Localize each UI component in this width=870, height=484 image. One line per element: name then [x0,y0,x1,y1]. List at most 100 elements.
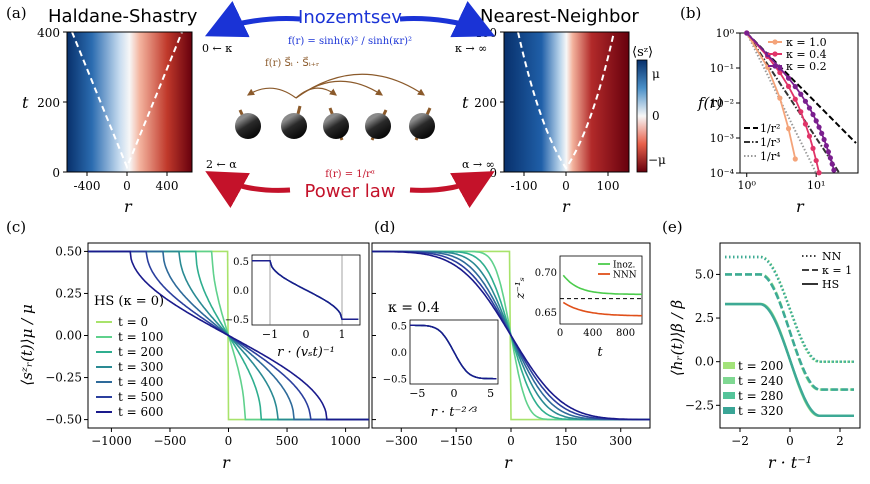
panel-c-inset-line [252,260,359,320]
panel-d-xtick: 150 [554,434,577,448]
spin-site [235,109,261,139]
kappa-left-label: 0 ← κ [202,42,232,55]
panel-c-xtick: −500 [153,434,186,448]
panel-b-point [823,143,829,149]
panel-c-legend-label: t = 200 [118,345,163,359]
spin-site [409,107,435,141]
nearest-neighbor-title: Nearest-Neighbor [480,6,639,27]
inozemtsev-arrow-right [399,1,496,38]
panel-b-xtick: 10⁰ [738,179,757,192]
spin-chain [235,105,435,141]
panel-d-inset-left-ytick: 0.5 [391,321,407,332]
kappa-right-label: κ → ∞ [455,42,487,55]
panel-c-inset-xlabel: r · (vₛt)⁻¹ [277,345,335,360]
panel-d-inset-left-line [410,324,497,380]
panel-b-ytick: 10⁰ [716,27,735,40]
panel-e-series-line [725,255,854,363]
left-xlabel: r [124,197,133,216]
panel-d-inset-right-legend-label: Inoz. [613,261,636,271]
panel-b-point [806,105,813,111]
panel-b-point [810,145,816,151]
inozemtsev-label: Inozemtsev [298,7,402,28]
left-xtick: -400 [74,179,101,193]
panel-e-style-legend-label: NN [822,250,842,263]
panel-b-reference-line [745,32,857,144]
panel-c-inset-ytick: 0.5 [233,257,249,268]
spin-site [281,105,307,139]
coupling-arc [246,87,297,99]
panel-c-legend-label: t = 0 [118,315,148,329]
panel-d-plot: −300 −150 0 150 300 r κ = 0.4 −5 0 5 0.5 0.0 −0.5… [371,242,651,472]
panel-d-inset-right: Inoz.NNN 0 400 800 0.70 0.65 z⁻¹ₛ t [513,255,643,360]
left-xtick: 0 [123,179,131,193]
panel-label-b: (b) [680,4,701,22]
panel-b-point [821,136,827,143]
panel-c-ytick: 0.00 [55,329,82,343]
panel-d-inset-left-xtick: 5 [487,387,494,400]
panel-b-point [792,84,798,90]
panel-c-inset-xtick: 0 [303,328,310,341]
right-xtick: -100 [511,179,538,193]
left-ytick: 400 [37,26,60,40]
panel-b-point [802,98,809,104]
panel-d-inset-left-ytick: −0.5 [383,375,407,386]
panel-d-inset-left-ytick: 0.0 [391,348,407,359]
panel-c-inset-xtick: −1 [262,328,278,341]
spin-site [323,107,349,141]
panel-b-legend-label: κ = 1.0 [786,36,827,49]
right-xtick: 0 [562,179,570,193]
panel-c-plot: −1000 −500 0 500 10000.500.250.00−0.25−0.50 … [18,242,370,472]
panel-b-legend-label: κ = 0.2 [786,60,827,73]
panel-c-xtick: 1000 [330,434,361,448]
panel-b-point [831,167,837,173]
panel-d-inset-right-xlabel: t [597,345,603,360]
haldane-shastry-title: Haldane-Shastry [48,6,198,27]
panel-b-ylabel: f(r) [697,94,723,112]
panel-c-ytick: 0.50 [55,244,82,258]
left-heatmap: 400 200 0 -400 0 400 t r [22,26,193,216]
panel-c-ytick: 0.25 [55,286,82,300]
right-ytick: 200 [474,96,497,110]
panel-b-ytick: 10⁻³ [710,132,734,145]
colorbar-label: ⟨sᶻ⟩ [632,45,653,60]
panel-d-inset-right-xtick: 0 [557,328,563,339]
panel-b-point [829,161,835,167]
panel-d-xtick: 0 [507,434,515,448]
colorbar-tick-mu: μ [652,67,660,81]
panel-b-legend-label: 1/r⁴ [760,150,781,163]
panel-d-xtick: −300 [385,434,418,448]
panel-e-time-legend-swatch [723,362,735,369]
panel-c-xlabel: r [222,453,231,472]
alpha-right-label: α → ∞ [462,158,495,171]
panel-e-time-legend-label: t = 320 [738,404,783,418]
panel-b-point [744,30,750,36]
panel-d-inset-right-legend-label: NNN [613,271,637,281]
panel-d-kappa-annotation: κ = 0.4 [388,300,440,316]
left-xtick: 400 [156,179,179,193]
right-xtick: 100 [597,179,620,193]
panel-d-xlabel: r [504,453,513,472]
panel-b-legend-marker [772,63,778,69]
panel-c-xtick: −1000 [91,434,132,448]
panel-c-legend-label: t = 400 [118,375,163,389]
panel-label-c: (c) [6,218,26,236]
panel-b-point [827,155,833,161]
panel-e-series-line [725,273,854,391]
panel-c-xtick: 0 [225,434,233,448]
panel-e-ytick: 5.0 [695,267,714,281]
panel-b-point [819,130,825,136]
panel-b-point [816,124,822,130]
panel-b-point [825,149,832,155]
panel-d-inset-left-xlabel: r · t⁻²ᐟ³ [431,405,478,420]
panel-b-legend-label: 1/r³ [760,136,780,149]
panel-e-series-line [725,302,854,417]
panel-c-xtick: 500 [276,434,299,448]
panel-label-d: (d) [374,218,395,236]
panel-c-inset-ytick: −0.5 [225,315,249,326]
left-ytick: 200 [37,96,60,110]
panel-b-point [802,121,809,127]
coupling-arc [295,73,425,99]
panel-b-point [798,91,804,97]
panel-d-xtick: 300 [609,434,632,448]
panel-e-time-legend-label: t = 200 [738,359,783,373]
